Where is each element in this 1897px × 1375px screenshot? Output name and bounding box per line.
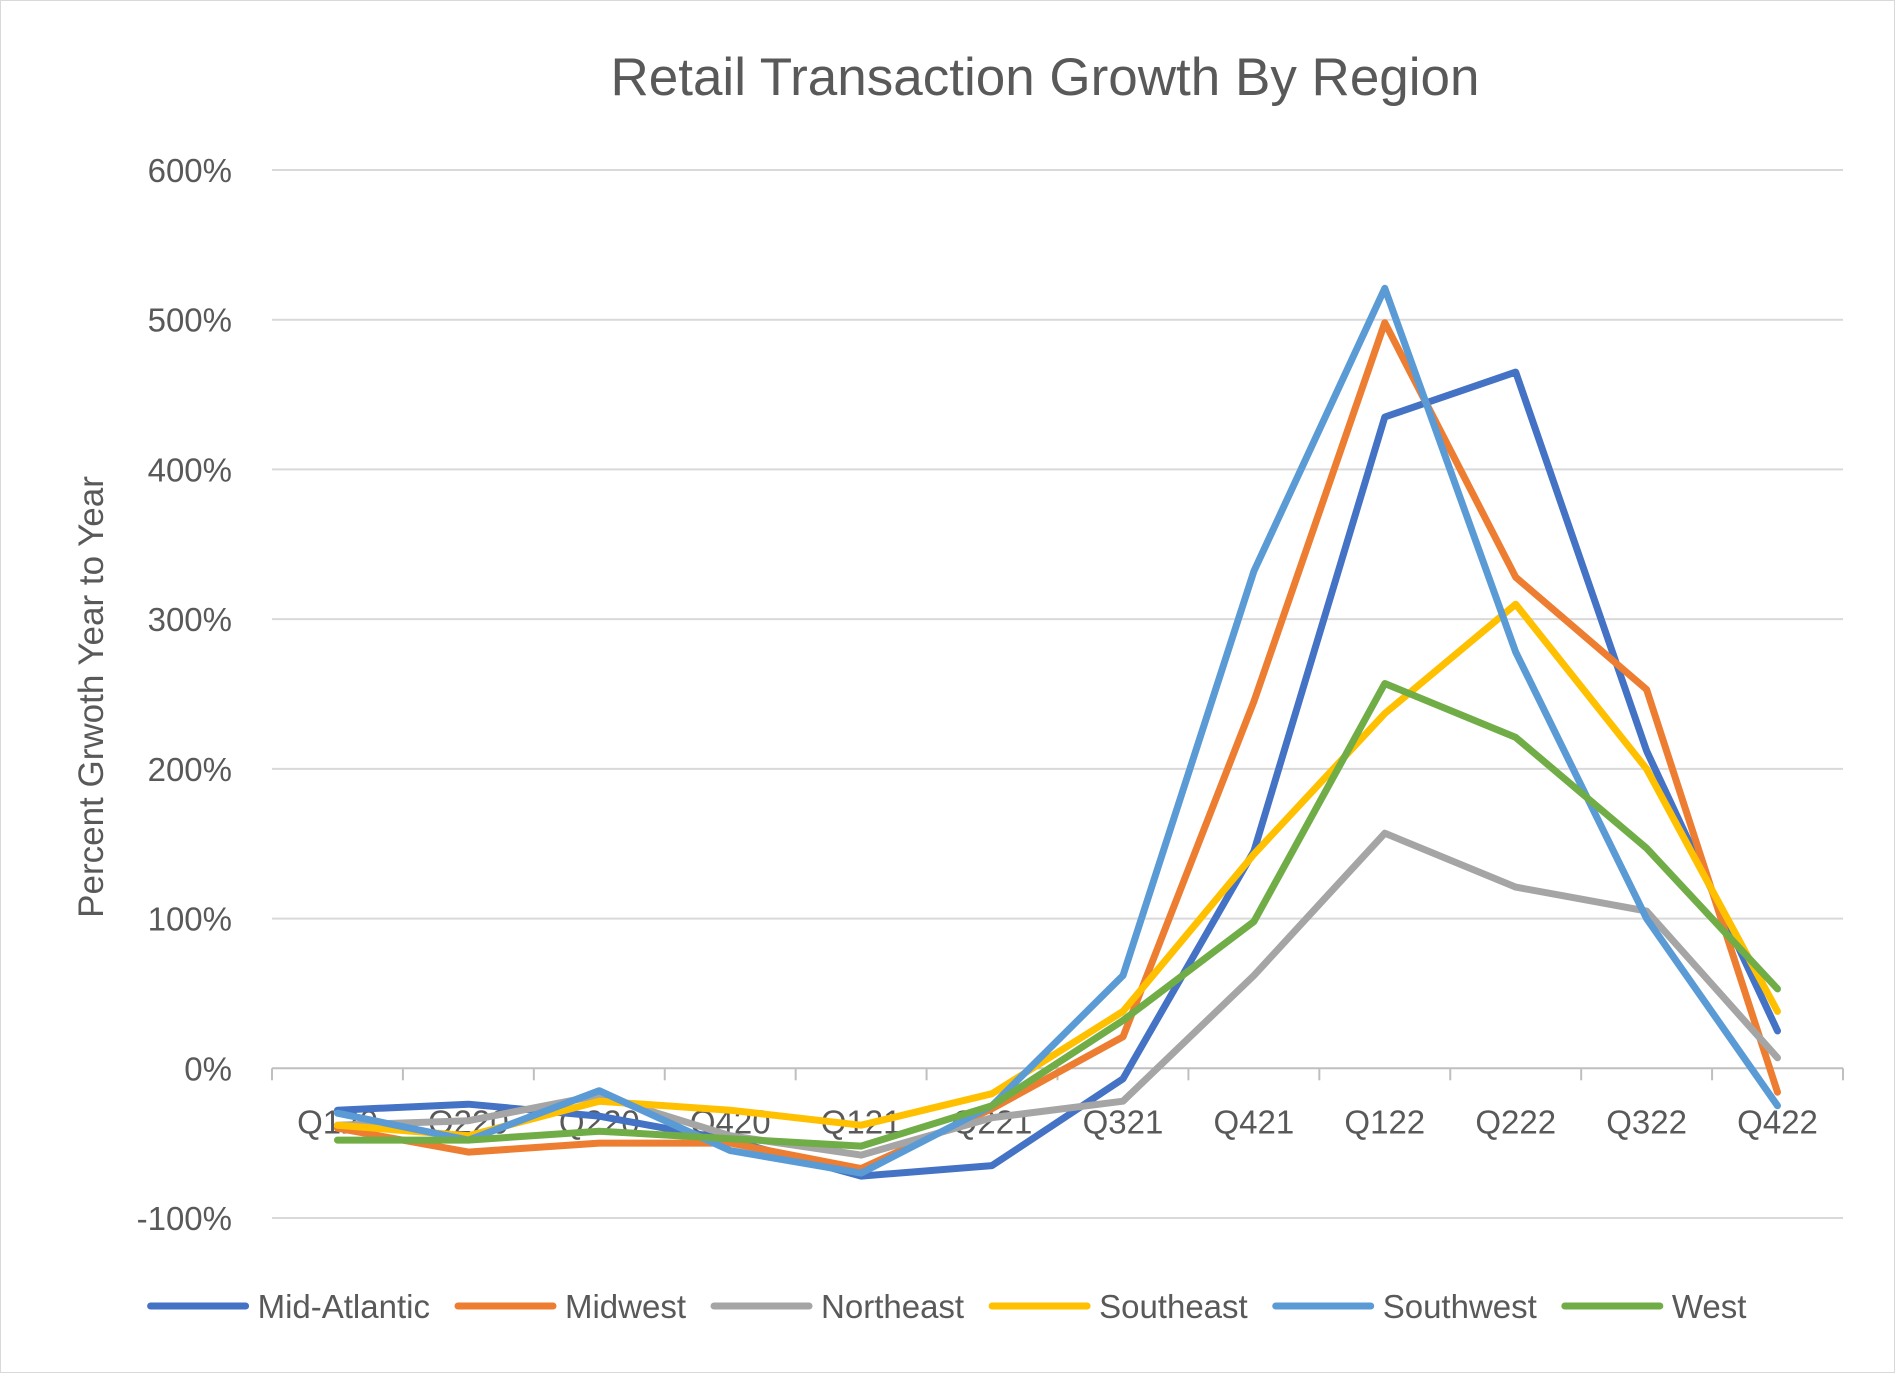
legend-label: Northeast xyxy=(821,1288,964,1325)
gridlines xyxy=(272,169,1843,1219)
y-tick-label: 300% xyxy=(148,601,232,638)
y-tick-label: 400% xyxy=(148,451,232,488)
legend-label: West xyxy=(1672,1288,1747,1325)
y-axis-ticks: -100% 0% 100% 200% 300% 400% 500% 600% xyxy=(137,152,232,1237)
y-tick-label: 200% xyxy=(148,751,232,788)
y-tick-label: -100% xyxy=(137,1200,232,1237)
y-tick-label: 500% xyxy=(148,302,232,339)
chart-title: Retail Transaction Growth By Region xyxy=(610,48,1479,107)
y-tick-label: 100% xyxy=(148,901,232,938)
x-axis xyxy=(271,1067,1844,1081)
series-line-southeast xyxy=(334,600,1781,1140)
legend-label: Southwest xyxy=(1383,1288,1537,1325)
legend: Mid-Atlantic Midwest Northeast Southeast Sou… xyxy=(147,1288,1747,1325)
legend-label: Southeast xyxy=(1099,1288,1248,1325)
series-line-mid-atlantic xyxy=(334,368,1781,1180)
x-tick-label: Q422 xyxy=(1737,1103,1818,1140)
legend-label: Mid-Atlantic xyxy=(258,1288,430,1325)
x-tick-label: Q421 xyxy=(1214,1103,1295,1140)
series-line-midwest xyxy=(334,319,1781,1173)
y-axis-title: Percent Grwoth Year to Year xyxy=(72,476,111,918)
x-tick-label: Q322 xyxy=(1606,1103,1687,1140)
y-tick-label: 600% xyxy=(148,152,232,189)
series-lines xyxy=(334,284,1781,1180)
x-tick-label: Q122 xyxy=(1344,1103,1425,1140)
legend-label: Midwest xyxy=(565,1288,686,1325)
x-tick-label: Q222 xyxy=(1475,1103,1556,1140)
y-tick-label: 0% xyxy=(184,1050,232,1087)
series-line-southwest xyxy=(334,284,1781,1177)
series-line-west xyxy=(334,680,1781,1150)
x-tick-label: Q321 xyxy=(1083,1103,1164,1140)
